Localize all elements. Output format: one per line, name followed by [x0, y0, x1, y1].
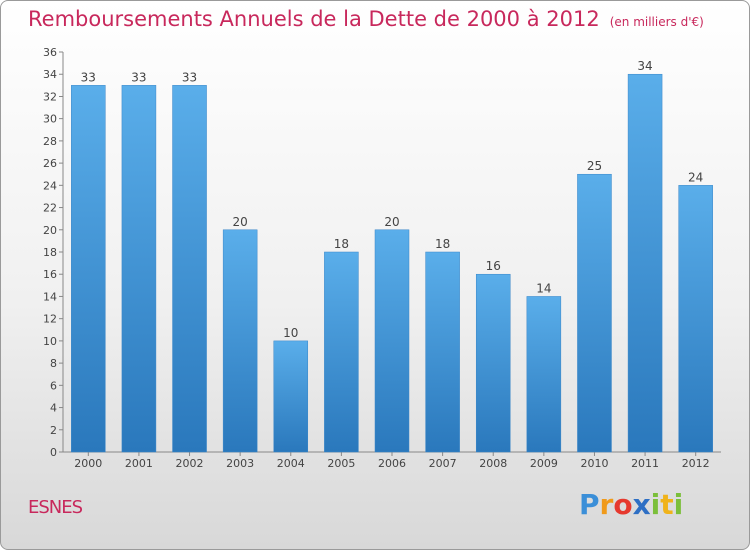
chart-unit: (en milliers d'€): [609, 15, 704, 29]
y-tick-label: 30: [43, 113, 57, 126]
chart-title: Remboursements Annuels de la Dette de 20…: [28, 7, 704, 31]
data-label: 24: [688, 170, 703, 184]
x-tick-label: 2007: [429, 457, 457, 470]
y-tick-label: 4: [50, 402, 57, 415]
data-label: 33: [81, 70, 96, 84]
x-tick-label: 2003: [226, 457, 254, 470]
bar: [71, 85, 106, 453]
bar: [324, 251, 359, 453]
bar: [678, 185, 713, 453]
y-tick-label: 8: [50, 357, 57, 370]
y-tick-label: 18: [43, 246, 57, 259]
x-tick-label: 2006: [378, 457, 406, 470]
y-tick-label: 22: [43, 202, 57, 215]
bar: [273, 340, 309, 453]
y-tick-label: 34: [43, 68, 57, 81]
y-tick-label: 16: [43, 268, 57, 281]
data-label: 18: [435, 237, 450, 251]
bar: [374, 229, 410, 453]
proxiti-logo: Proxiti: [579, 488, 684, 521]
data-label: 34: [637, 59, 652, 73]
x-tick-label: 2011: [631, 457, 659, 470]
chart-title-text: Remboursements Annuels de la Dette de 20…: [28, 7, 600, 31]
data-label: 10: [283, 326, 298, 340]
y-tick-label: 14: [43, 290, 57, 303]
y-tick-label: 12: [43, 313, 57, 326]
y-tick-label: 20: [43, 224, 57, 237]
bar: [627, 73, 663, 453]
y-tick-label: 28: [43, 135, 57, 148]
data-label: 20: [233, 215, 248, 229]
x-tick-label: 2002: [176, 457, 204, 470]
place-name: ESNES: [28, 497, 83, 518]
x-tick-label: 2004: [277, 457, 305, 470]
bar: [425, 251, 460, 453]
bar: [121, 85, 157, 453]
data-label: 33: [182, 70, 197, 84]
y-tick-label: 26: [43, 157, 57, 170]
data-label: 14: [536, 281, 551, 295]
bar: [526, 296, 562, 453]
x-tick-label: 2005: [327, 457, 355, 470]
bar: [475, 273, 511, 453]
data-label: 18: [334, 237, 349, 251]
x-tick-label: 2012: [682, 457, 710, 470]
y-tick-label: 0: [50, 446, 57, 459]
x-tick-label: 2010: [580, 457, 608, 470]
y-tick-label: 6: [50, 379, 57, 392]
bar: [577, 173, 612, 453]
x-tick-label: 2008: [479, 457, 507, 470]
bars: [71, 73, 713, 453]
data-label: 33: [131, 70, 146, 84]
data-label: 25: [587, 159, 602, 173]
x-tick-label: 2000: [74, 457, 102, 470]
x-tick-label: 2001: [125, 457, 153, 470]
data-label: 20: [384, 215, 399, 229]
y-tick-label: 10: [43, 335, 57, 348]
y-tick-label: 36: [43, 46, 57, 59]
bar: [172, 85, 207, 453]
y-tick-label: 2: [50, 424, 57, 437]
bar: [222, 229, 258, 453]
x-tick-label: 2009: [530, 457, 558, 470]
data-labels: 33 33 33 20 10 18 20 18 16 14 25 34 24: [81, 59, 704, 340]
data-label: 16: [486, 259, 501, 273]
y-tick-label: 24: [43, 179, 57, 192]
y-tick-label: 32: [43, 90, 57, 103]
